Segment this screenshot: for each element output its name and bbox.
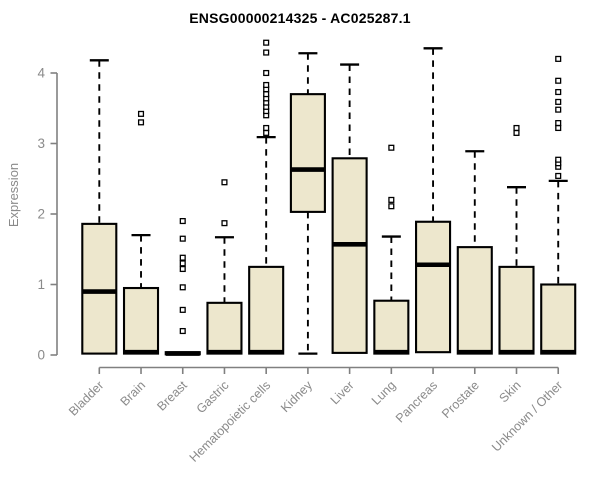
y-tick-label: 2 xyxy=(37,207,45,222)
x-category-label: Prostate xyxy=(439,378,482,421)
outlier-point xyxy=(263,49,270,56)
outlier-point xyxy=(179,284,186,291)
outlier-point xyxy=(137,119,145,126)
box-brain xyxy=(122,110,160,355)
iqr-box xyxy=(248,265,285,355)
outlier-point xyxy=(555,88,562,96)
box-unknown-other xyxy=(540,55,577,355)
outlier-point xyxy=(555,106,562,113)
iqr-box xyxy=(498,265,535,355)
outlier-point xyxy=(263,91,270,98)
outlier-point xyxy=(263,124,270,132)
outlier-point xyxy=(388,203,395,210)
x-category-label: Breast xyxy=(154,378,190,414)
box-pancreas xyxy=(415,47,452,354)
outlier-point xyxy=(263,69,270,77)
outlier-point xyxy=(179,217,186,225)
outlier-point xyxy=(179,254,186,261)
outlier-point xyxy=(555,172,562,179)
iqr-box xyxy=(81,222,118,355)
outlier-point xyxy=(555,156,562,163)
outlier-point xyxy=(263,39,270,46)
x-category-label: Unknown / Other xyxy=(489,378,565,454)
outlier-point xyxy=(179,235,186,242)
chart-title: ENSG00000214325 - AC025287.1 xyxy=(189,10,411,26)
outlier-point xyxy=(179,260,186,267)
outlier-point xyxy=(555,98,562,105)
outlier-point xyxy=(388,144,395,151)
y-tick-label: 1 xyxy=(37,277,45,292)
outlier-point xyxy=(555,55,562,62)
outlier-point xyxy=(263,81,270,89)
outlier-point xyxy=(179,327,186,335)
box-lung xyxy=(373,144,410,355)
box-gastric xyxy=(206,179,243,355)
outlier-point xyxy=(555,124,562,132)
box-skin xyxy=(498,124,535,355)
outlier-point xyxy=(137,110,145,117)
x-category-label: Pancreas xyxy=(393,378,440,425)
outlier-point xyxy=(221,179,228,186)
iqr-box xyxy=(373,299,410,355)
iqr-box xyxy=(331,157,368,354)
outlier-point xyxy=(179,265,186,273)
outlier-point xyxy=(513,129,520,136)
outlier-point xyxy=(555,120,562,127)
box-breast xyxy=(164,217,201,356)
y-tick-label: 4 xyxy=(37,66,45,81)
x-category-label: Gastric xyxy=(194,378,232,416)
iqr-box xyxy=(415,220,452,354)
box-hematopoietic-cells xyxy=(248,39,285,355)
iqr-box xyxy=(122,286,160,355)
box-kidney xyxy=(289,52,326,355)
outlier-point xyxy=(179,306,186,313)
outlier-point xyxy=(513,124,520,132)
outlier-point xyxy=(388,196,395,203)
iqr-box xyxy=(540,283,577,355)
x-category-label: Hematopoietic cells xyxy=(187,378,274,465)
x-category-label: Skin xyxy=(497,378,524,405)
iqr-box xyxy=(289,93,326,213)
y-axis: 0 1 2 3 4 xyxy=(37,66,58,363)
x-category-label: Brain xyxy=(118,378,149,409)
outlier-point xyxy=(555,77,562,84)
box-bladder xyxy=(81,59,118,355)
y-tick-label: 0 xyxy=(37,348,45,363)
outlier-point xyxy=(263,129,270,136)
iqr-box xyxy=(206,301,243,355)
x-category-label: Liver xyxy=(328,378,357,407)
box-prostate xyxy=(456,150,493,355)
x-category-label: Kidney xyxy=(278,378,315,415)
x-category-label: Bladder xyxy=(66,378,106,418)
outlier-point xyxy=(221,220,228,227)
y-tick-label: 3 xyxy=(37,136,45,151)
iqr-box xyxy=(456,246,493,355)
box-liver xyxy=(331,63,368,354)
x-category-label: Lung xyxy=(369,378,399,408)
